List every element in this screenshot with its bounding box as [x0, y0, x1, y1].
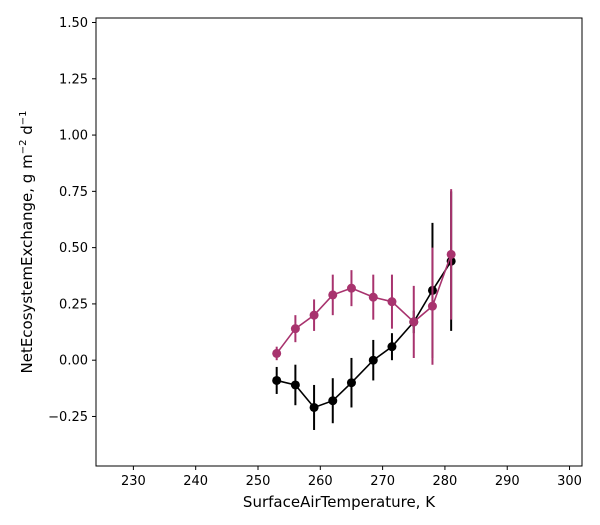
series-2-line: [276, 254, 452, 354]
data-point: [272, 348, 282, 358]
series-1-line: [276, 260, 452, 409]
data-point: [387, 297, 397, 307]
series-layer: [272, 189, 456, 430]
x-tick-label: 250: [246, 474, 271, 489]
data-point: [309, 310, 319, 320]
y-axis-label: NetEcosystemExchange, g m−2 d−1: [18, 111, 36, 374]
data-point: [446, 249, 456, 259]
data-point: [409, 317, 419, 327]
x-tick-label: 260: [308, 474, 333, 489]
y-tick-label: 1.50: [59, 16, 88, 31]
y-axis-ticks: −0.25 0.00 0.25 0.50 0.75 1.00 1.25 1.50: [48, 16, 96, 425]
x-axis-label: SurfaceAirTemperature, K: [243, 493, 436, 511]
x-tick-label: 270: [370, 474, 395, 489]
data-point: [290, 380, 300, 390]
x-tick-label: 300: [557, 474, 582, 489]
data-point: [368, 355, 378, 365]
data-point: [346, 283, 356, 293]
y-tick-label: 0.50: [59, 241, 88, 256]
y-tick-label: 1.00: [59, 129, 88, 144]
x-tick-label: 280: [433, 474, 458, 489]
data-point: [328, 396, 338, 406]
data-point: [427, 301, 437, 311]
data-point: [328, 290, 338, 300]
data-point: [272, 375, 282, 385]
x-tick-label: 290: [495, 474, 520, 489]
data-point: [290, 324, 300, 334]
y-tick-label: 1.25: [59, 72, 88, 87]
y-tick-label: 0.25: [59, 297, 88, 312]
x-axis-ticks: 230 240 250 260 270 280 290 300: [121, 466, 582, 489]
y-tick-label: 0.75: [59, 185, 88, 200]
series-2: [272, 189, 456, 365]
x-tick-label: 230: [121, 474, 146, 489]
data-point: [368, 292, 378, 302]
y-tick-label: 0.00: [59, 354, 88, 369]
data-point: [387, 342, 397, 352]
y-tick-label: −0.25: [48, 410, 88, 425]
data-point: [309, 402, 319, 412]
x-tick-label: 240: [183, 474, 208, 489]
data-point: [346, 378, 356, 388]
plot-area: [95, 17, 583, 467]
